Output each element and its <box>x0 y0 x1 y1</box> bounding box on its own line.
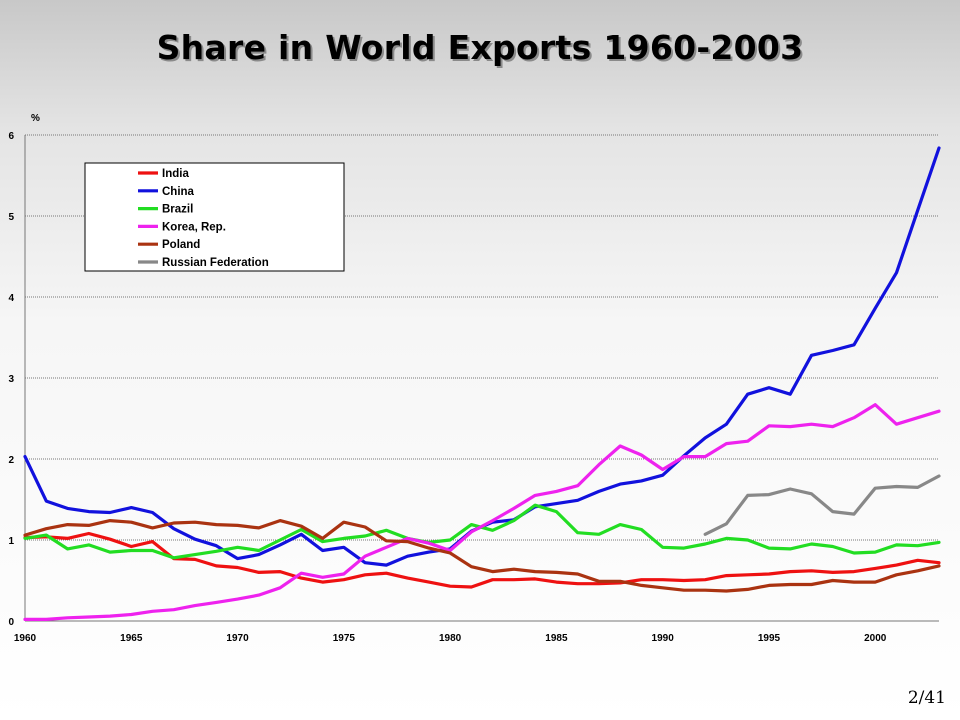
y-tick-label: 1 <box>8 536 14 547</box>
x-tick-label: 1985 <box>545 633 568 644</box>
series-line <box>23 403 941 621</box>
x-tick-label: 1990 <box>652 633 675 644</box>
legend-label: Russian Federation <box>162 257 269 269</box>
x-tick-label: 1960 <box>14 633 37 644</box>
series-poland <box>23 519 941 593</box>
x-tick-label: 1965 <box>120 633 143 644</box>
series-lines <box>23 146 941 621</box>
series-russian-federation <box>703 474 941 536</box>
x-tick-label: 1970 <box>226 633 249 644</box>
chart-title: Share in World Exports 1960-2003 <box>156 28 804 67</box>
y-tick-label: 0 <box>8 617 14 628</box>
x-tick-labels: 1960 1965 1970 1975 1980 1985 1990 1995 2000 <box>14 633 887 644</box>
series-korea-rep <box>23 403 941 621</box>
x-tick-label: 1975 <box>333 633 356 644</box>
page-number: 2/41 <box>907 688 946 708</box>
series-line <box>703 474 941 536</box>
y-axis-label: % <box>31 113 40 124</box>
series-line <box>23 531 941 589</box>
x-tick-label: 1995 <box>758 633 781 644</box>
legend-label: Korea, Rep. <box>162 221 226 233</box>
series-brazil <box>23 503 941 560</box>
legend: India China Brazil Korea, Rep. Poland Russian… <box>84 162 345 272</box>
y-tick-label: 3 <box>8 374 14 385</box>
y-tick-label: 6 <box>8 131 14 142</box>
y-tick-label: 5 <box>8 212 14 223</box>
series-line <box>23 519 941 593</box>
legend-label: China <box>162 186 195 198</box>
legend-label: India <box>162 168 189 180</box>
legend-box <box>84 162 345 272</box>
x-tick-label: 1980 <box>439 633 462 644</box>
legend-label: Poland <box>162 239 200 251</box>
y-tick-label: 4 <box>8 293 14 304</box>
y-tick-labels: 0 1 2 3 4 5 6 <box>8 131 14 628</box>
x-tick-label: 2000 <box>864 633 887 644</box>
y-tick-label: 2 <box>8 455 14 466</box>
series-india <box>23 531 941 589</box>
legend-label: Brazil <box>162 204 193 216</box>
